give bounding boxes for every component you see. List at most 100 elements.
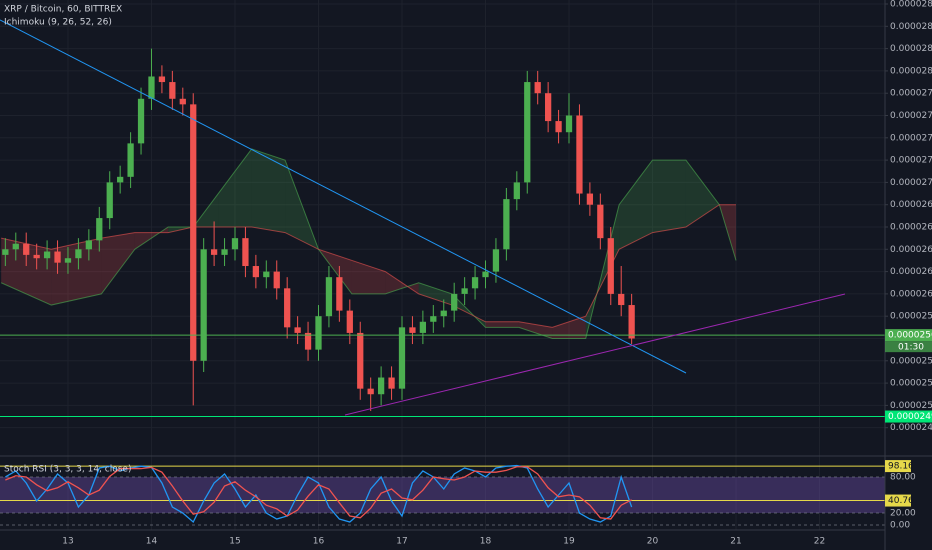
x-tick-label: 18 bbox=[480, 537, 492, 547]
stoch-line bbox=[5, 464, 633, 524]
candle-body bbox=[96, 218, 103, 241]
candle-body bbox=[461, 288, 468, 294]
candle-body bbox=[440, 310, 447, 317]
x-tick-label: 16 bbox=[313, 537, 325, 547]
candle-body bbox=[618, 293, 625, 306]
candle-body bbox=[23, 243, 30, 255]
price-tag bbox=[885, 410, 932, 423]
price-pane bbox=[0, 0, 885, 530]
candle-body bbox=[367, 388, 374, 395]
cloud-fill bbox=[251, 148, 286, 233]
candle-body bbox=[325, 277, 333, 317]
y-tick-label: 80.00 bbox=[890, 472, 916, 482]
y-tick-label: 0.00002760 bbox=[890, 111, 932, 121]
candle-body bbox=[607, 238, 614, 294]
candle-body bbox=[200, 249, 207, 361]
indicator-label: Ichimoku (9, 26, 52, 26) bbox=[4, 18, 112, 28]
cloud-line bbox=[0, 148, 737, 339]
candle-body bbox=[545, 93, 552, 122]
stoch-pane bbox=[0, 464, 885, 526]
y-tick-label: 0.00002740 bbox=[890, 133, 932, 143]
candle-body bbox=[33, 254, 40, 259]
candle-body bbox=[336, 277, 343, 311]
trend-line bbox=[0, 19, 687, 374]
candle-body bbox=[284, 288, 291, 328]
y-tick-label: 0.00002620 bbox=[890, 267, 932, 277]
x-tick-label: 17 bbox=[396, 537, 407, 547]
level-tag bbox=[885, 460, 911, 473]
candle-body bbox=[555, 121, 562, 133]
x-tick-label: 20 bbox=[647, 537, 659, 547]
y-tick-label: 0.00002700 bbox=[890, 178, 932, 188]
cloud-fill bbox=[652, 160, 686, 233]
trend-line bbox=[344, 293, 846, 416]
y-tick-label: 0.00002520 bbox=[890, 379, 932, 389]
candle-body bbox=[586, 193, 594, 205]
candle-body bbox=[158, 76, 166, 83]
candle-body bbox=[294, 327, 301, 333]
cloud-fill bbox=[552, 316, 586, 339]
candle-body bbox=[492, 249, 500, 272]
candle-body bbox=[430, 316, 437, 322]
candle-body bbox=[513, 182, 520, 200]
candle-body bbox=[242, 238, 249, 267]
y-tick-label: 0.00002660 bbox=[890, 222, 932, 232]
level-tag bbox=[885, 494, 911, 507]
stoch-line bbox=[5, 466, 632, 520]
candle-body bbox=[221, 249, 228, 255]
cloud-fill bbox=[101, 232, 135, 294]
candle-body bbox=[273, 271, 280, 289]
candle-body bbox=[534, 82, 541, 94]
y-tick-label: 0.00002840 bbox=[890, 22, 932, 32]
y-tick-label: 0.00002720 bbox=[890, 156, 932, 166]
candle-body bbox=[137, 98, 145, 144]
candle-body bbox=[419, 321, 427, 333]
indicator-label: Stoch RSI (3, 3, 3, 14, close) bbox=[4, 465, 131, 475]
candle-body bbox=[12, 243, 19, 250]
candle-body bbox=[398, 327, 406, 389]
cloud-fill bbox=[51, 238, 102, 306]
cloud-fill bbox=[619, 160, 653, 250]
candle-body bbox=[75, 249, 82, 259]
level-tag-label: 98.16 bbox=[888, 462, 914, 472]
overlay: 13 14 15 16 17 18 19 20 21 22 0.00002860 0.00002840… bbox=[62, 0, 932, 547]
stoch-band bbox=[0, 476, 885, 514]
cloud-fill bbox=[218, 148, 252, 227]
candle-body bbox=[503, 199, 510, 250]
candle-body bbox=[54, 251, 61, 263]
candle-body bbox=[597, 204, 604, 239]
candle-body bbox=[409, 327, 416, 333]
x-tick-label: 15 bbox=[229, 537, 240, 547]
candle-body bbox=[388, 377, 395, 389]
x-tick-label: 19 bbox=[563, 537, 575, 547]
candle-body bbox=[148, 76, 155, 99]
candle-body bbox=[524, 82, 531, 183]
y-tick-label: 0.00002680 bbox=[890, 200, 932, 210]
candle-body bbox=[169, 82, 176, 99]
countdown-tag bbox=[885, 341, 932, 353]
y-tick-label: 0.00002640 bbox=[890, 245, 932, 255]
price-tag bbox=[885, 329, 932, 342]
cloud-fill bbox=[485, 321, 519, 328]
candle-body bbox=[43, 251, 51, 259]
x-tick-label: 21 bbox=[730, 537, 741, 547]
candle-body bbox=[377, 377, 385, 395]
candle-body bbox=[179, 98, 186, 105]
candle-body bbox=[315, 316, 322, 350]
y-tick-label: 0.00 bbox=[890, 521, 910, 531]
x-tick-label: 14 bbox=[146, 537, 158, 547]
y-tick-label: 0.00002580 bbox=[890, 312, 932, 322]
candle-body bbox=[451, 293, 458, 311]
candle-body bbox=[64, 258, 72, 263]
candle-body bbox=[2, 249, 9, 255]
y-tick-label: 0.00002780 bbox=[890, 89, 932, 99]
y-tick-label: 20.00 bbox=[890, 509, 916, 519]
price-tag-label: 0.00002490 bbox=[888, 412, 932, 422]
candle-body bbox=[252, 266, 259, 278]
candle-body bbox=[127, 143, 134, 177]
price-tag-label: 0.00002563 bbox=[888, 331, 932, 341]
candle-body bbox=[628, 305, 635, 339]
